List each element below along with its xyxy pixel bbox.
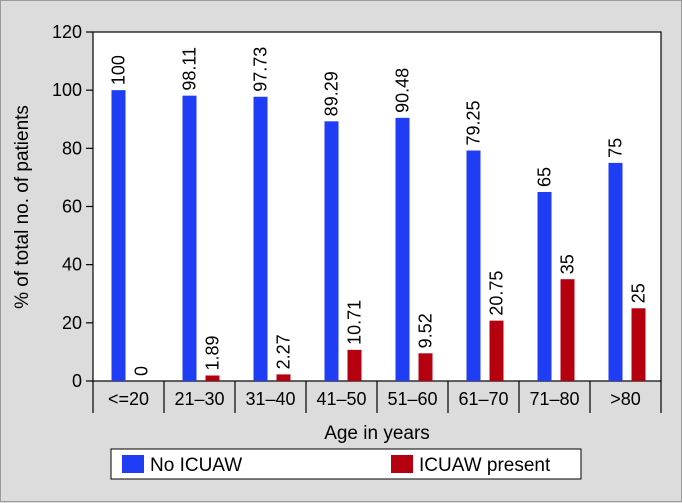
y-axis-title: % of total no. of patients [12, 105, 33, 309]
bar-no-icuaw [324, 121, 339, 382]
bar-no-icuaw [608, 162, 623, 381]
y-tick-label: 120 [52, 22, 82, 42]
bar-value-label: 20.75 [487, 271, 507, 316]
bar-no-icuaw [182, 95, 197, 381]
x-tick-label: >80 [610, 389, 641, 409]
bar-icuaw-present [276, 374, 291, 381]
bar-value-label: 75 [606, 138, 626, 158]
x-tick-label: 61–70 [458, 389, 508, 409]
x-tick-label: 71–80 [529, 389, 579, 409]
legend-label-no-icuaw: No ICUAW [150, 455, 242, 476]
x-tick-label: 41–50 [316, 389, 366, 409]
bar-value-label: 2.27 [274, 334, 294, 369]
bar-no-icuaw [466, 150, 481, 381]
bar-icuaw-present [347, 349, 362, 381]
y-axis: 0 20 40 60 80 100 120 [52, 22, 93, 391]
y-tick-label: 60 [62, 197, 82, 217]
bar-value-label: 1.89 [203, 335, 223, 370]
data-labels: 100 98.11 97.73 89.29 90.48 79.25 65 75 0 1.89 2.2… [109, 47, 649, 376]
legend: No ICUAW ICUAW present [110, 448, 582, 480]
y-tick-label: 0 [72, 371, 82, 391]
legend-swatch-icuaw-present [391, 455, 413, 473]
bar-icuaw-present [489, 320, 504, 381]
x-axis-title: Age in years [324, 423, 430, 444]
x-tick-label: 21–30 [174, 389, 224, 409]
bar-icuaw-present [205, 375, 220, 381]
bar-no-icuaw [111, 90, 126, 382]
legend-label-icuaw-present: ICUAW present [419, 455, 551, 476]
bar-value-label: 90.48 [393, 68, 413, 113]
bar-value-label: 0 [132, 366, 152, 376]
bar-value-label: 65 [535, 167, 555, 187]
bar-value-label: 10.71 [345, 300, 365, 345]
bar-no-icuaw [253, 96, 268, 381]
bar-icuaw-present [560, 279, 575, 381]
bar-no-icuaw [537, 191, 552, 381]
legend-box [110, 448, 582, 480]
bar-value-label: 25 [629, 283, 649, 303]
bar-value-label: 79.25 [464, 100, 484, 145]
y-tick-label: 40 [62, 255, 82, 275]
bar-no-icuaw [395, 117, 410, 381]
x-axis: <=20 21–30 31–40 41–50 51–60 61–70 71–80 >80 [92, 381, 662, 413]
y-tick-label: 80 [62, 138, 82, 158]
legend-swatch-no-icuaw [122, 455, 144, 473]
bar-value-label: 89.29 [322, 71, 342, 116]
bar-value-label: 35 [558, 254, 578, 274]
x-tick-label: 51–60 [387, 389, 437, 409]
x-tick-label: <=20 [108, 389, 149, 409]
y-tick-label: 100 [52, 80, 82, 100]
plot-area [92, 31, 662, 382]
x-tick-label: 31–40 [245, 389, 295, 409]
bar-value-label: 97.73 [251, 47, 271, 92]
bars [111, 90, 646, 382]
bar-value-label: 9.52 [416, 313, 436, 348]
y-tick-label: 20 [62, 313, 82, 333]
bar-icuaw-present [418, 353, 433, 381]
bar-value-label: 98.11 [180, 47, 200, 91]
bar-value-label: 100 [109, 55, 129, 85]
bar-icuaw-present [631, 308, 646, 381]
